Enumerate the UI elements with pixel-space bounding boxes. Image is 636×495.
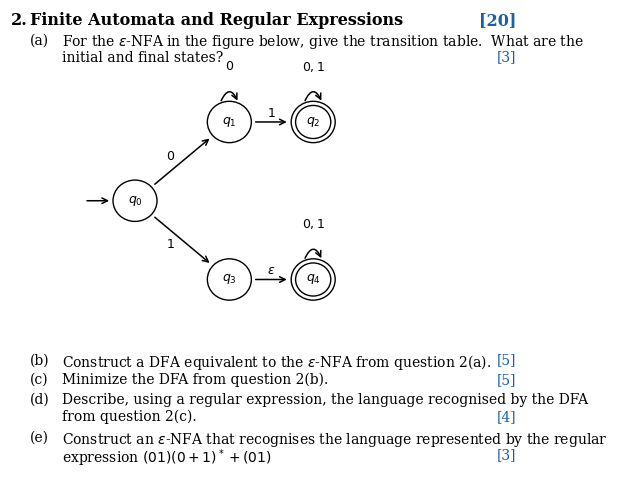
Text: Construct a DFA equivalent to the $\epsilon$-NFA from question 2(a).: Construct a DFA equivalent to the $\epsi…: [62, 353, 491, 372]
Text: (a): (a): [31, 33, 50, 48]
Text: from question 2(c).: from question 2(c).: [62, 410, 197, 424]
Text: $q_1$: $q_1$: [222, 115, 237, 129]
Text: Describe, using a regular expression, the language recognised by the DFA: Describe, using a regular expression, th…: [62, 393, 588, 407]
Text: [5]: [5]: [497, 353, 516, 367]
Circle shape: [113, 180, 157, 221]
Text: (d): (d): [31, 393, 50, 407]
Text: (b): (b): [31, 353, 50, 367]
Text: Minimize the DFA from question 2(b).: Minimize the DFA from question 2(b).: [62, 373, 328, 388]
Text: $1$: $1$: [166, 238, 175, 250]
Text: $0$: $0$: [225, 60, 234, 73]
Text: $q_0$: $q_0$: [128, 194, 142, 208]
Text: $0, 1$: $0, 1$: [301, 217, 325, 231]
Text: [20]: [20]: [479, 12, 516, 29]
Text: For the $\epsilon$-NFA in the figure below, give the transition table.  What are: For the $\epsilon$-NFA in the figure bel…: [62, 33, 584, 51]
Text: Finite Automata and Regular Expressions: Finite Automata and Regular Expressions: [31, 12, 403, 29]
Text: $q_3$: $q_3$: [222, 272, 237, 287]
Text: expression $(01)(0+1)^* + (01)$: expression $(01)(0+1)^* + (01)$: [62, 448, 272, 469]
Text: [4]: [4]: [496, 410, 516, 424]
Text: [3]: [3]: [497, 50, 516, 65]
Text: 2.: 2.: [11, 12, 27, 29]
Text: $0$: $0$: [166, 150, 175, 163]
Text: $q_2$: $q_2$: [306, 115, 321, 129]
Text: initial and final states?: initial and final states?: [62, 50, 223, 65]
Circle shape: [291, 259, 335, 300]
Text: $0, 1$: $0, 1$: [301, 60, 325, 74]
Text: [5]: [5]: [497, 373, 516, 387]
Circle shape: [291, 101, 335, 143]
Circle shape: [207, 259, 251, 300]
Text: $q_4$: $q_4$: [306, 272, 321, 287]
Text: [3]: [3]: [497, 448, 516, 462]
Text: (e): (e): [31, 431, 49, 445]
Text: $1$: $1$: [267, 106, 275, 120]
Text: (c): (c): [31, 373, 49, 387]
Circle shape: [207, 101, 251, 143]
Text: $\epsilon$: $\epsilon$: [267, 264, 275, 277]
Text: Construct an $\epsilon$-NFA that recognises the language represented by the regu: Construct an $\epsilon$-NFA that recogni…: [62, 431, 607, 448]
